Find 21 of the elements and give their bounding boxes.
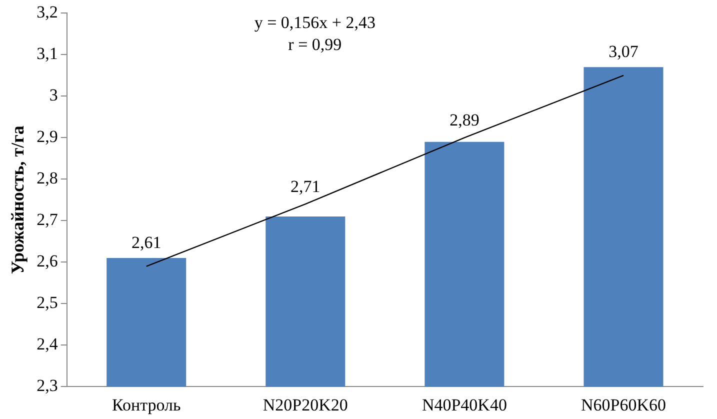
y-tick-label: 2,9	[36, 127, 58, 146]
data-label: 2,89	[450, 110, 480, 130]
y-tick-label: 2,6	[36, 252, 58, 271]
x-tick-label: N60P60K60	[580, 395, 666, 414]
y-tick-label: 2,8	[36, 168, 58, 188]
y-tick-label: 3,2	[36, 2, 58, 22]
data-label: 3,07	[608, 42, 639, 62]
y-tick-label: 2,4	[36, 334, 58, 354]
y-tick-label: 3	[49, 86, 58, 105]
data-label: 2,71	[290, 177, 320, 196]
y-tick-label: 2,7	[36, 210, 58, 230]
x-tick-label: N40P40K40	[422, 395, 507, 414]
data-label: 2,61	[131, 232, 162, 252]
y-tick-label: 2,3	[36, 376, 58, 396]
annotation: r = 0,99	[288, 35, 342, 54]
y-axis-title: Урожайность, т/га	[7, 126, 28, 274]
x-tick-label: Контроль	[112, 395, 181, 414]
annotation: y = 0,156x + 2,43	[254, 13, 376, 32]
y-tick-label: 3,1	[36, 44, 58, 64]
x-tick-label: N20P20K20	[262, 395, 348, 414]
y-tick-label: 2,5	[36, 293, 58, 312]
